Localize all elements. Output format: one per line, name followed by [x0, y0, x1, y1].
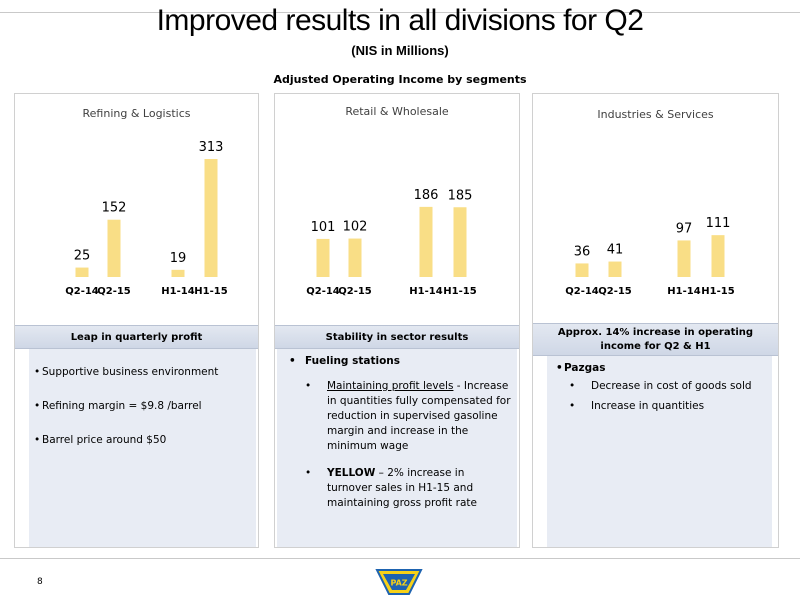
panel-retail: Retail & Wholesale 101 Q2-14 102 Q2-15 186 H1… [274, 93, 520, 548]
panel-header-industries: Approx. 14% increase in operating income… [533, 323, 778, 356]
chart-refining: 25 Q2-14 152 Q2-15 19 H1-14 313 H1-15 [65, 140, 227, 297]
data-label: 313 [199, 140, 224, 155]
notes-refining: Supportive business environment Refining… [29, 349, 256, 547]
bullet-heading: Fueling stations [289, 355, 511, 367]
bold-lead: YELLOW [327, 467, 376, 479]
bar-q2-15 [348, 238, 362, 277]
data-label: 97 [676, 221, 693, 236]
bar-h1-14 [419, 206, 433, 277]
panel-header-refining: Leap in quarterly profit [15, 325, 258, 349]
category-label: H1-14 [667, 286, 700, 297]
data-label: 185 [448, 188, 473, 203]
data-label: 111 [706, 216, 731, 231]
bullet-heading: Pazgas [556, 362, 766, 374]
bar-h1-14 [171, 269, 185, 277]
bar-q2-15 [107, 219, 121, 277]
data-label: 41 [607, 243, 624, 258]
panel-header-retail: Stability in sector results [275, 325, 519, 349]
bar-q2-14 [316, 238, 330, 277]
chart-title-industries: Industries & Services [597, 108, 714, 121]
page-subtitle: (NIS in Millions) [351, 43, 449, 58]
panel-industries: Industries & Services 36 Q2-14 41 Q2-15 97 H1… [532, 93, 779, 548]
category-label: H1-15 [701, 286, 734, 297]
category-label: Q2-15 [97, 286, 131, 297]
data-label: 101 [311, 220, 336, 235]
bullet-item: Refining margin = $9.8 /barrel [34, 400, 256, 412]
chart-industries: 36 Q2-14 41 Q2-15 97 H1-14 111 H1-15 [565, 216, 734, 297]
bar-q2-14 [575, 263, 589, 277]
bullet-item: Supportive business environment [34, 366, 256, 378]
paz-logo: PAZ [375, 569, 423, 595]
page-number: 8 [37, 577, 43, 587]
bar-h1-15 [453, 207, 467, 277]
category-label: Q2-15 [598, 286, 632, 297]
bullet-text: – 2% increase in turnover sales in H1-15… [327, 467, 477, 509]
category-label: H1-14 [409, 286, 442, 297]
data-label: 102 [343, 220, 368, 235]
category-label: H1-14 [161, 286, 194, 297]
data-label: 19 [170, 251, 187, 266]
bottom-rule [0, 558, 800, 559]
notes-retail: Fueling stations Maintaining profit leve… [277, 349, 517, 547]
bar-q2-14 [75, 267, 89, 277]
data-label: 186 [414, 188, 439, 203]
panel-refining: Refining & Logistics 25 Q2-14 152 Q2-15 19 H1… [14, 93, 259, 548]
category-label: H1-15 [443, 286, 476, 297]
bullet-item: YELLOW – 2% increase in turnover sales i… [305, 466, 511, 511]
section-title: Adjusted Operating Income by segments [273, 73, 527, 86]
category-label: Q2-14 [565, 286, 599, 297]
category-label: Q2-14 [65, 286, 99, 297]
chart-retail: 101 Q2-14 102 Q2-15 186 H1-14 185 H1-15 [306, 188, 476, 297]
notes-industries: Pazgas Decrease in cost of goods sold In… [547, 356, 772, 547]
bar-q2-15 [608, 261, 622, 277]
bar-h1-15 [711, 235, 725, 277]
page-title: Improved results in all divisions for Q2 [156, 4, 644, 37]
bar-h1-15 [204, 159, 218, 277]
bullet-item: Increase in quantities [569, 400, 766, 412]
chart-title-refining: Refining & Logistics [82, 107, 191, 120]
bullet-item: Barrel price around $50 [34, 434, 256, 446]
top-rule [0, 12, 800, 13]
data-label: 36 [574, 244, 591, 259]
bullet-item: Decrease in cost of goods sold [569, 380, 766, 392]
bar-h1-14 [677, 240, 691, 277]
bullet-text: - Increase in quantities fully compensat… [327, 380, 511, 452]
category-label: Q2-14 [306, 286, 340, 297]
category-label: H1-15 [194, 286, 227, 297]
chart-title-retail: Retail & Wholesale [345, 105, 449, 118]
svg-text:PAZ: PAZ [390, 579, 407, 588]
underlined-lead: Maintaining profit levels [327, 380, 454, 392]
data-label: 152 [102, 201, 127, 216]
data-label: 25 [74, 249, 91, 264]
bullet-item: Maintaining profit levels - Increase in … [305, 379, 511, 454]
category-label: Q2-15 [338, 286, 372, 297]
